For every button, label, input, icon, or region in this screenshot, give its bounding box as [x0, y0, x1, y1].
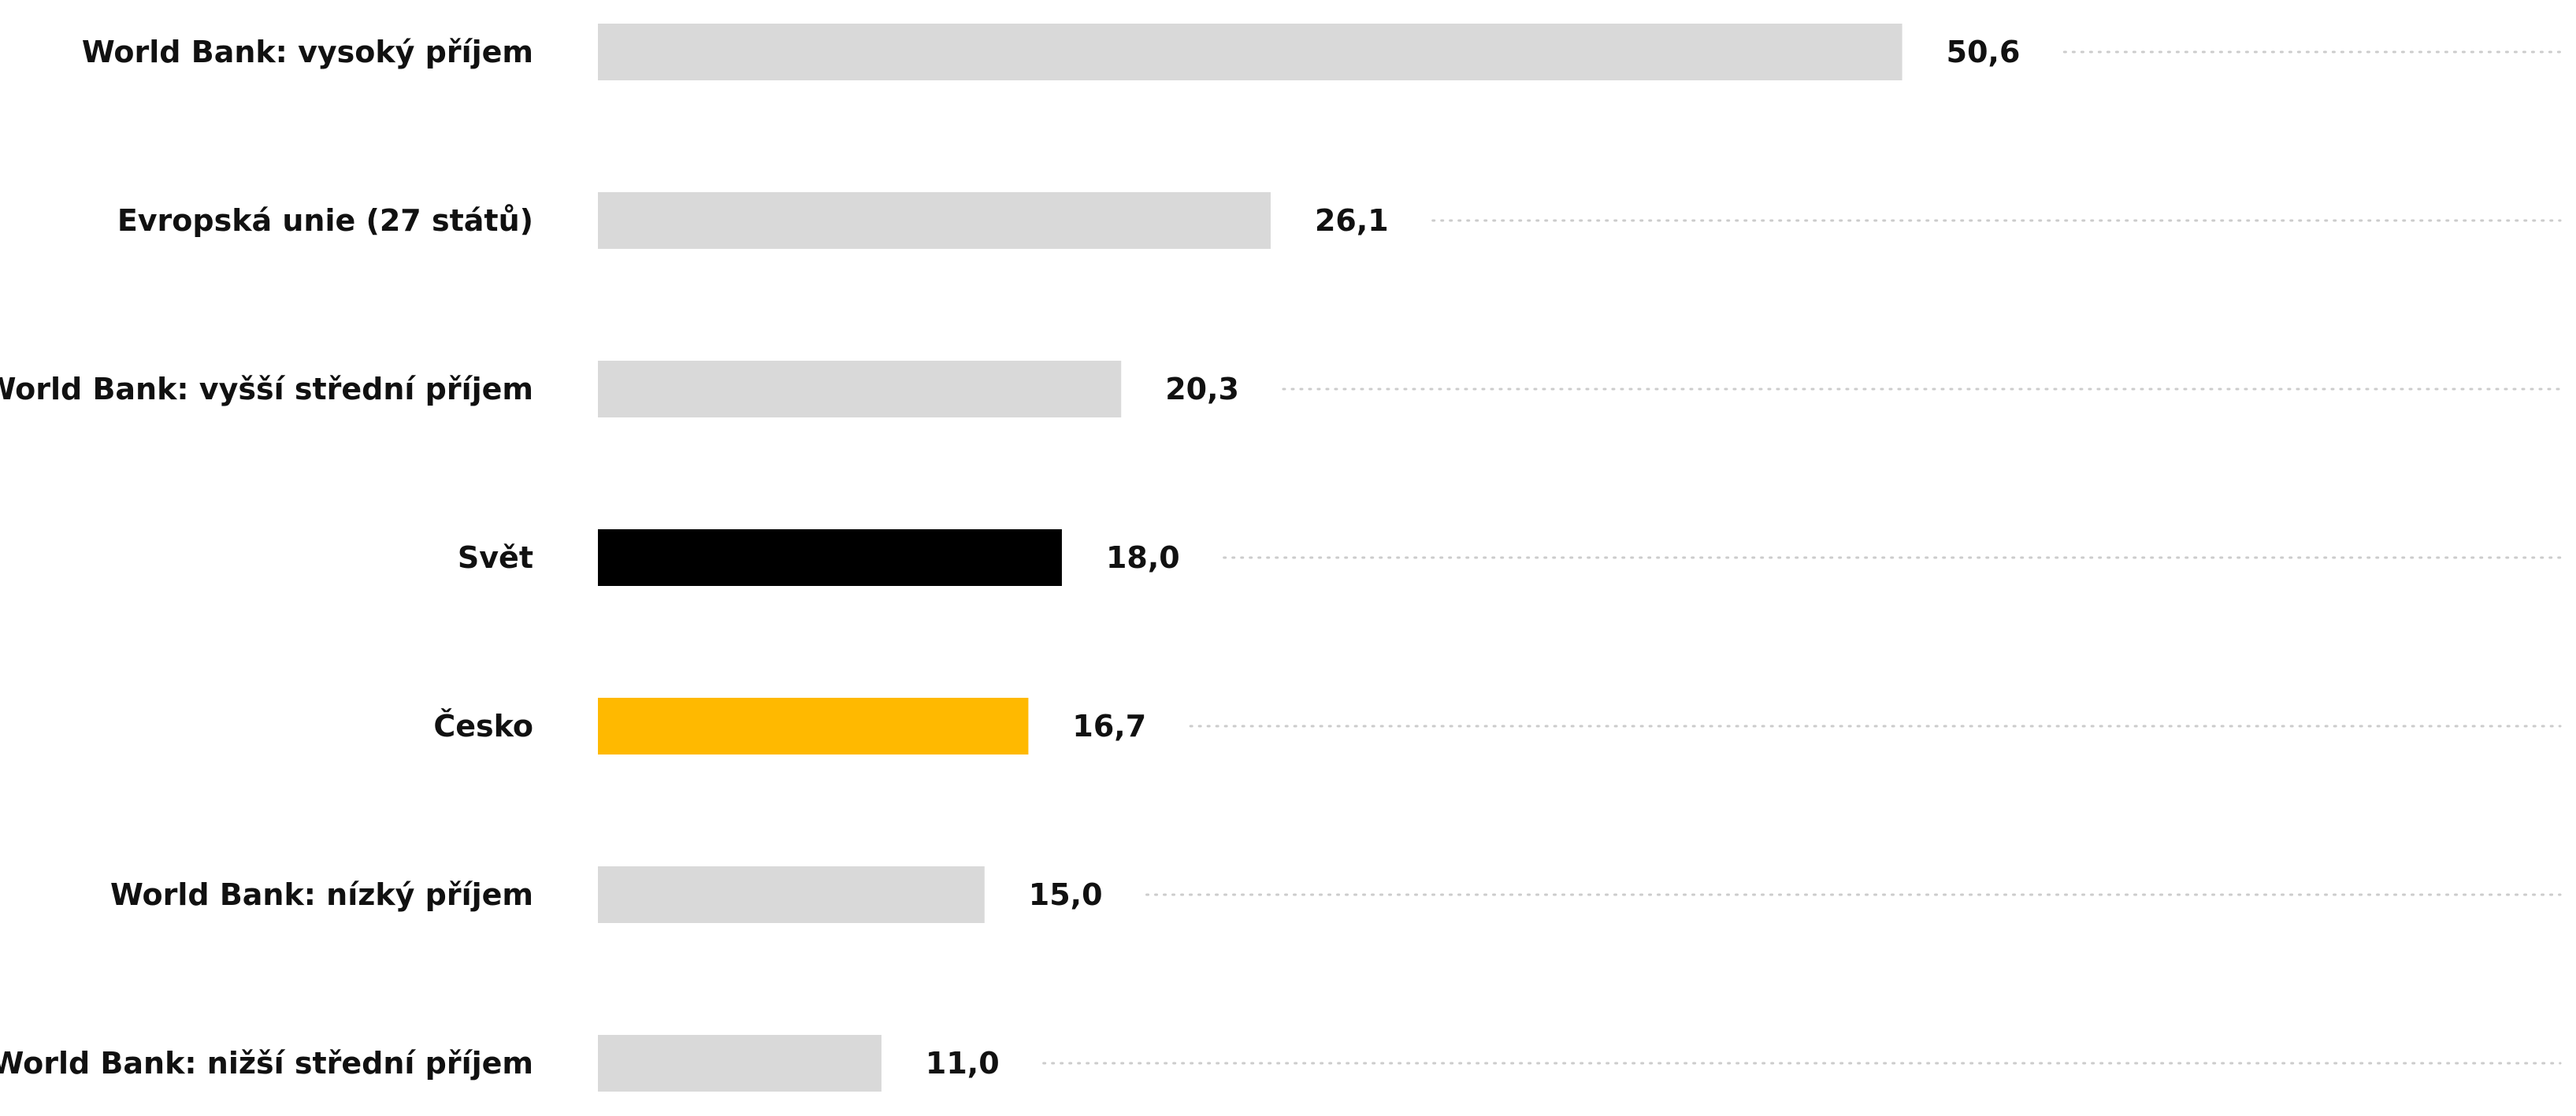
bar	[598, 698, 1029, 755]
category-label: Evropská unie (27 států)	[117, 203, 533, 238]
bar	[598, 866, 985, 923]
bar	[598, 529, 1062, 586]
value-label: 18,0	[1106, 540, 1180, 575]
bar	[598, 24, 1902, 80]
value-label: 20,3	[1165, 372, 1239, 406]
category-label: World Bank: vysoký příjem	[82, 35, 533, 69]
bar-row: World Bank: nižší střední příjem 11,0	[0, 1035, 2562, 1092]
category-label: World Bank: vyšší střední příjem	[0, 372, 533, 406]
value-label: 26,1	[1315, 203, 1389, 238]
category-label: Svět	[458, 540, 533, 575]
category-label: World Bank: nižší střední příjem	[0, 1046, 533, 1081]
bar	[598, 192, 1271, 249]
category-label: World Bank: nízký příjem	[110, 877, 533, 912]
value-label: 50,6	[1947, 35, 2021, 69]
value-label: 11,0	[926, 1046, 1000, 1081]
bar	[598, 1035, 882, 1092]
bar-row: World Bank: nízký příjem 15,0	[110, 866, 2562, 923]
bar-row: World Bank: vysoký příjem 50,6	[82, 24, 2562, 80]
bar	[598, 361, 1122, 417]
bar-row: World Bank: vyšší střední příjem 20,3	[0, 361, 2562, 417]
value-label: 16,7	[1072, 709, 1146, 743]
bar-row: Svět 18,0	[458, 529, 2562, 586]
chart-rows: World Bank: vysoký příjem 50,6 Evropská un…	[0, 24, 2562, 1092]
bar-row: Evropská unie (27 států) 26,1	[117, 192, 2562, 249]
value-label: 15,0	[1029, 877, 1103, 912]
category-label: Česko	[433, 709, 533, 743]
bar-row: Česko 16,7	[433, 698, 2562, 755]
